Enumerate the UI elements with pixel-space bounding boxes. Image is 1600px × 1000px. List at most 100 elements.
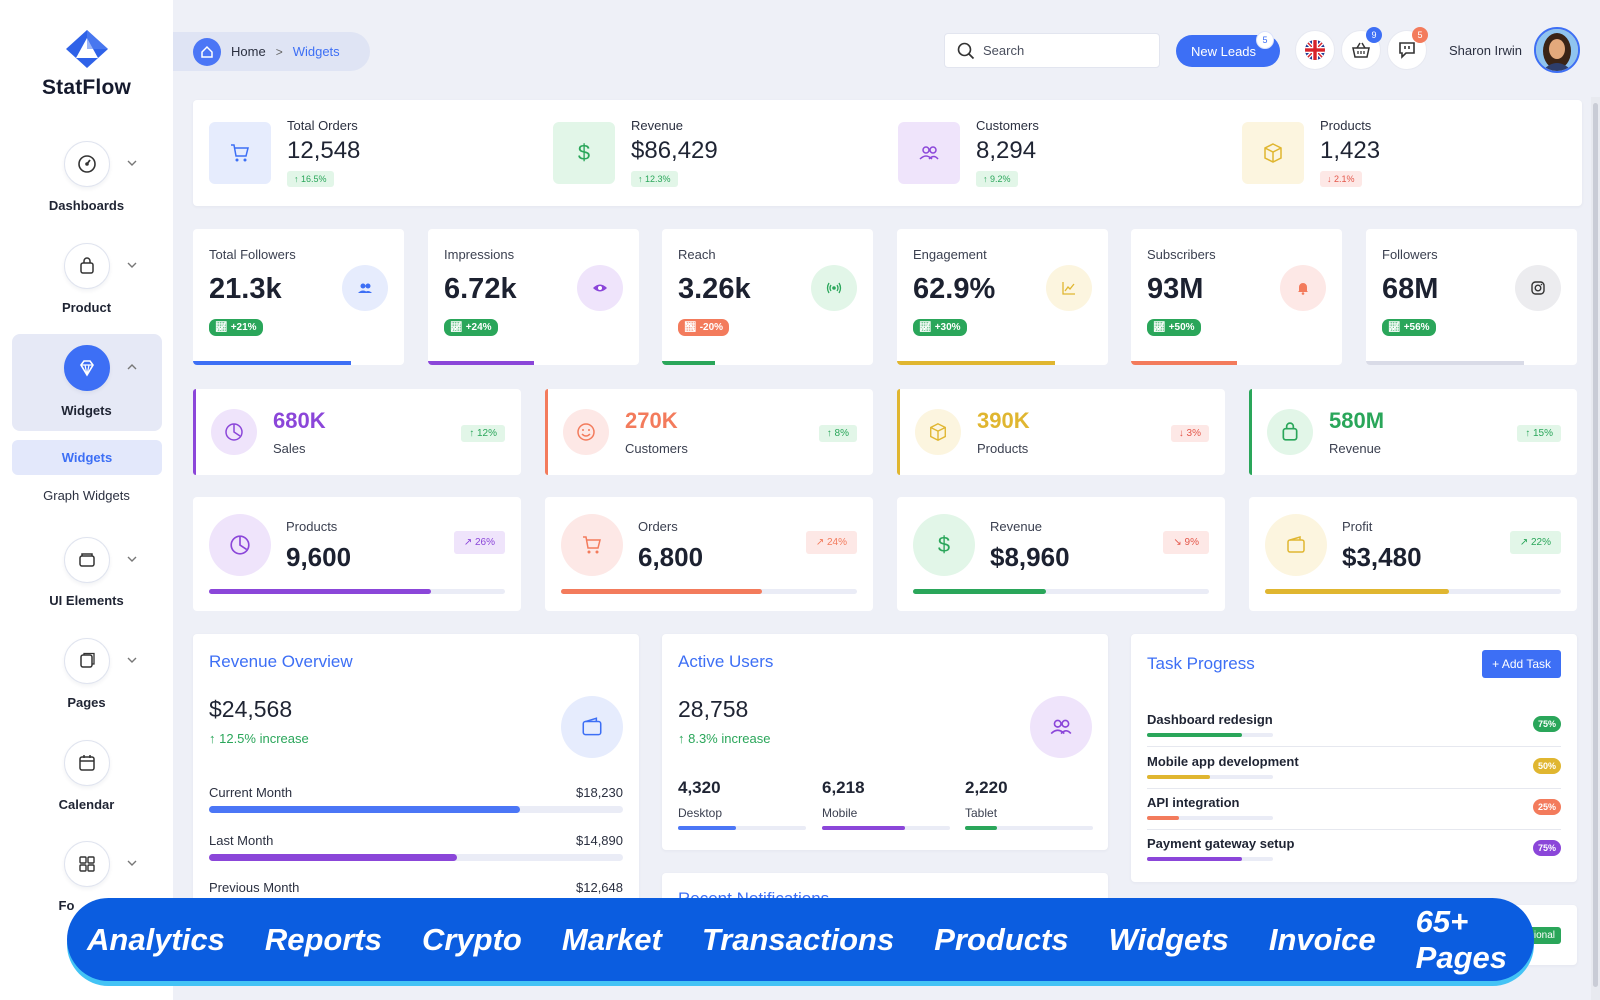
user-name[interactable]: Sharon Irwin bbox=[1449, 43, 1522, 58]
wallet-icon bbox=[561, 696, 623, 758]
nav-label-forms[interactable]: Fo bbox=[58, 898, 75, 913]
nav-calendar-button[interactable] bbox=[64, 740, 110, 786]
subnav-graph-widgets[interactable]: Graph Widgets bbox=[43, 488, 130, 503]
social-change-text: +21% bbox=[230, 322, 257, 333]
progress-fill bbox=[561, 589, 763, 594]
nav-dashboards-button[interactable] bbox=[64, 141, 110, 187]
users-icon bbox=[898, 122, 960, 184]
eye-icon bbox=[577, 265, 623, 311]
row-label: Current Month bbox=[209, 785, 293, 800]
chevron-up-icon[interactable] bbox=[125, 360, 139, 374]
stat-label: Total Orders bbox=[287, 118, 358, 133]
dollar-icon: $ bbox=[913, 514, 975, 576]
nav-product-button[interactable] bbox=[64, 243, 110, 289]
progress-fill bbox=[209, 589, 431, 594]
kpi-value: 270K bbox=[625, 408, 678, 433]
stat-revenue: $ Revenue $86,429 ↑ 12.3% bbox=[553, 118, 718, 187]
device-value: 6,218 bbox=[822, 778, 865, 797]
stat-total-orders: Total Orders 12,548 ↑ 16.5% bbox=[209, 118, 361, 187]
nav-label-calendar[interactable]: Calendar bbox=[58, 797, 115, 812]
bag-icon bbox=[1267, 409, 1313, 455]
social-change: 📈︎ +56% bbox=[1382, 319, 1436, 336]
scrollbar-thumb[interactable] bbox=[1593, 103, 1598, 987]
nav-pages-button[interactable] bbox=[64, 638, 110, 684]
social-card-subscribers: Subscribers 93M 📈︎ +50% bbox=[1131, 229, 1342, 365]
chevron-down-icon[interactable] bbox=[125, 552, 139, 566]
banner-item[interactable]: Widgets bbox=[1108, 921, 1229, 957]
kpi-change: ↑ 12% bbox=[461, 425, 505, 442]
search-input[interactable]: Search bbox=[944, 33, 1160, 68]
banner-item[interactable]: Transactions bbox=[701, 921, 895, 957]
chat-count-badge: 5 bbox=[1412, 27, 1428, 43]
social-label: Reach bbox=[678, 247, 716, 262]
task-item[interactable]: Dashboard redesign 75% bbox=[1147, 712, 1561, 747]
instagram-icon bbox=[1515, 265, 1561, 311]
package-icon bbox=[915, 409, 961, 455]
social-card-impressions: Impressions 6.72k 📈︎ +24% bbox=[428, 229, 639, 365]
chart-icon bbox=[1046, 265, 1092, 311]
device-tablet: 2,220 Tablet bbox=[965, 778, 1093, 830]
nav-label-ui-elements[interactable]: UI Elements bbox=[49, 593, 124, 608]
cart-count-badge: 9 bbox=[1366, 27, 1382, 43]
social-change: 📉︎ -20% bbox=[678, 319, 730, 336]
banner-item[interactable]: Products bbox=[934, 921, 1069, 957]
progress-label: Revenue bbox=[990, 519, 1043, 534]
stat-value: 12,548 bbox=[287, 137, 361, 164]
kpi-value: 580M bbox=[1329, 408, 1385, 433]
pie-icon bbox=[209, 514, 271, 576]
progress-card-revenue: $ Revenue $8,960 ↘ 9% bbox=[897, 497, 1225, 611]
social-change-text: +50% bbox=[1168, 322, 1195, 333]
progress-track bbox=[913, 589, 1209, 594]
nav-label-pages[interactable]: Pages bbox=[67, 695, 106, 710]
summary-stats-card: Total Orders 12,548 ↑ 16.5% $ Revenue $8… bbox=[193, 100, 1582, 206]
device-track bbox=[822, 826, 950, 830]
chevron-down-icon[interactable] bbox=[125, 653, 139, 667]
device-mobile: 6,218 Mobile bbox=[822, 778, 950, 830]
banner-item[interactable]: Analytics bbox=[87, 921, 225, 957]
nav-label-dashboards[interactable]: Dashboards bbox=[48, 198, 125, 213]
brand-logo[interactable]: StatFlow bbox=[0, 28, 173, 100]
scrollbar[interactable] bbox=[1591, 97, 1600, 1000]
trend-up-icon: 📈︎ bbox=[215, 322, 228, 333]
task-item[interactable]: API integration 25% bbox=[1147, 795, 1561, 830]
nav-ui-elements-button[interactable] bbox=[64, 537, 110, 583]
progress-track bbox=[561, 589, 857, 594]
active-users-total: 28,758 bbox=[678, 696, 749, 722]
language-button[interactable] bbox=[1295, 30, 1335, 70]
new-leads-button[interactable]: New Leads 5 bbox=[1176, 31, 1280, 67]
nav-forms-button[interactable] bbox=[64, 841, 110, 887]
social-change-text: +30% bbox=[934, 322, 961, 333]
nav-label-product[interactable]: Product bbox=[61, 300, 112, 315]
banner-item[interactable]: Market bbox=[561, 921, 662, 957]
social-progress-bar bbox=[1366, 361, 1524, 365]
revenue-increase: ↑ 12.5% increase bbox=[209, 731, 309, 746]
device-value: 4,320 bbox=[678, 778, 721, 797]
chevron-down-icon[interactable] bbox=[125, 156, 139, 170]
subnav-widgets[interactable]: Widgets bbox=[12, 440, 162, 475]
add-task-button[interactable]: + Add Task bbox=[1482, 650, 1561, 678]
avatar[interactable] bbox=[1534, 27, 1580, 73]
chevron-down-icon[interactable] bbox=[125, 258, 139, 272]
banner-item[interactable]: 65+ Pages bbox=[1415, 903, 1508, 975]
search-icon bbox=[957, 42, 975, 59]
nav-label-widgets[interactable]: Widgets bbox=[61, 403, 112, 418]
task-track bbox=[1147, 857, 1273, 861]
banner-item[interactable]: Crypto bbox=[421, 921, 522, 957]
nav-widgets-button[interactable] bbox=[64, 345, 110, 391]
social-card-total-followers: Total Followers 21.3k 📈︎ +21% bbox=[193, 229, 404, 365]
device-fill bbox=[965, 826, 997, 830]
task-item[interactable]: Mobile app development 50% bbox=[1147, 754, 1561, 789]
cart-button[interactable]: 9 bbox=[1341, 27, 1382, 70]
device-value: 2,220 bbox=[965, 778, 1008, 797]
stat-change: ↑ 9.2% bbox=[976, 171, 1018, 187]
task-fill bbox=[1147, 733, 1242, 737]
chevron-down-icon[interactable] bbox=[125, 856, 139, 870]
banner-item[interactable]: Invoice bbox=[1268, 921, 1376, 957]
chat-button[interactable]: 5 bbox=[1387, 27, 1428, 70]
task-item[interactable]: Payment gateway setup 75% bbox=[1147, 836, 1561, 861]
banner-item[interactable]: Reports bbox=[264, 921, 382, 957]
kpi-accent bbox=[897, 389, 900, 475]
breadcrumb-home[interactable]: Home bbox=[231, 44, 266, 59]
home-button[interactable] bbox=[193, 37, 221, 66]
cart-icon bbox=[209, 122, 271, 184]
